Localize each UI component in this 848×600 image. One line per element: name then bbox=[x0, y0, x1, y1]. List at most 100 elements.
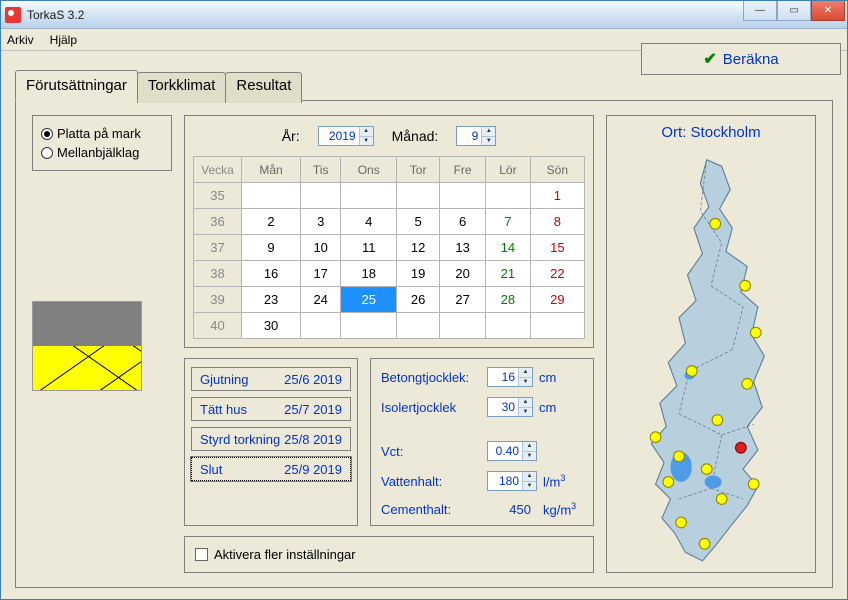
radio-mellan-dot bbox=[41, 147, 53, 159]
calendar-day[interactable]: 11 bbox=[341, 235, 397, 261]
calendar-day[interactable]: 26 bbox=[397, 287, 440, 313]
cal-header: Ons bbox=[341, 157, 397, 183]
city-marker[interactable] bbox=[740, 280, 751, 291]
diagram-insulation bbox=[33, 346, 141, 390]
calendar-day[interactable]: 21 bbox=[486, 261, 531, 287]
month-spinner[interactable]: ▲▼ bbox=[456, 126, 496, 146]
city-marker[interactable] bbox=[674, 451, 685, 462]
content-area: ✔ Beräkna Förutsättningar Torkklimat Res… bbox=[1, 51, 847, 599]
calendar-day[interactable]: 4 bbox=[341, 209, 397, 235]
radio-platta[interactable]: Platta på mark bbox=[41, 126, 163, 141]
calendar-day[interactable]: 24 bbox=[301, 287, 341, 313]
phase-date-button[interactable]: Gjutning25/6 2019 bbox=[191, 367, 351, 391]
cal-header: Fre bbox=[440, 157, 486, 183]
calendar-day[interactable]: 28 bbox=[486, 287, 531, 313]
year-input[interactable] bbox=[319, 127, 359, 145]
calendar-day[interactable]: 20 bbox=[440, 261, 486, 287]
phase-date-button[interactable]: Styrd torkning25/8 2019 bbox=[191, 427, 351, 451]
vatten-spinner[interactable]: ▲▼ bbox=[487, 471, 537, 491]
city-marker[interactable] bbox=[750, 327, 761, 338]
city-marker[interactable] bbox=[710, 218, 721, 229]
calendar-day[interactable]: 6 bbox=[440, 209, 486, 235]
month-label: Månad: bbox=[392, 128, 439, 144]
vct-input[interactable] bbox=[488, 442, 522, 460]
minimize-button[interactable]: — bbox=[743, 1, 777, 21]
menu-hjalp[interactable]: Hjälp bbox=[50, 33, 77, 47]
tab-forutsattningar[interactable]: Förutsättningar bbox=[15, 70, 138, 101]
calendar-day[interactable]: 15 bbox=[530, 235, 584, 261]
city-marker[interactable] bbox=[701, 464, 712, 475]
activate-group: Aktivera fler inställningar bbox=[184, 536, 594, 573]
tab-resultat[interactable]: Resultat bbox=[225, 72, 302, 103]
radio-mellan[interactable]: Mellanbjälklag bbox=[41, 145, 163, 160]
calendar-day[interactable]: 23 bbox=[242, 287, 301, 313]
maximize-button[interactable]: ▭ bbox=[777, 1, 811, 21]
cement-unit: kg/m3 bbox=[543, 501, 583, 517]
week-number: 40 bbox=[194, 313, 242, 339]
menu-arkiv[interactable]: Arkiv bbox=[7, 33, 34, 47]
city-marker[interactable] bbox=[699, 538, 710, 549]
city-marker[interactable] bbox=[748, 479, 759, 490]
phase-date-button[interactable]: Slut25/9 2019 bbox=[191, 457, 351, 481]
tab-panel: Platta på mark Mellanbjälklag bbox=[15, 100, 833, 588]
city-selected[interactable] bbox=[736, 442, 747, 453]
calendar-day[interactable]: 3 bbox=[301, 209, 341, 235]
city-marker[interactable] bbox=[716, 494, 727, 505]
prop-vct: Vct: ▲▼ bbox=[381, 441, 583, 461]
window-buttons: — ▭ ✕ bbox=[743, 1, 845, 21]
calendar-day bbox=[301, 313, 341, 339]
calendar-day[interactable]: 16 bbox=[242, 261, 301, 287]
calendar-day[interactable]: 17 bbox=[301, 261, 341, 287]
month-input[interactable] bbox=[457, 127, 481, 145]
betong-spinner[interactable]: ▲▼ bbox=[487, 367, 533, 387]
phase-value: 25/7 2019 bbox=[284, 402, 342, 417]
city-marker[interactable] bbox=[663, 477, 674, 488]
vatten-input[interactable] bbox=[488, 472, 522, 490]
city-marker[interactable] bbox=[650, 432, 661, 443]
city-marker[interactable] bbox=[676, 517, 687, 528]
calendar-day[interactable]: 12 bbox=[397, 235, 440, 261]
calendar-day[interactable]: 18 bbox=[341, 261, 397, 287]
sweden-map[interactable] bbox=[615, 147, 807, 584]
calendar-day[interactable]: 7 bbox=[486, 209, 531, 235]
year-spinner[interactable]: ▲▼ bbox=[318, 126, 374, 146]
vct-spinner[interactable]: ▲▼ bbox=[487, 441, 537, 461]
betong-input[interactable] bbox=[488, 368, 518, 386]
calendar-day[interactable]: 22 bbox=[530, 261, 584, 287]
phase-dates-group: Gjutning25/6 2019 Tätt hus25/7 2019 Styrd … bbox=[184, 358, 358, 526]
calendar-day[interactable]: 1 bbox=[530, 183, 584, 209]
year-up-icon[interactable]: ▲ bbox=[360, 127, 373, 137]
isoler-spinner[interactable]: ▲▼ bbox=[487, 397, 533, 417]
week-number: 35 bbox=[194, 183, 242, 209]
city-marker[interactable] bbox=[712, 415, 723, 426]
isoler-input[interactable] bbox=[488, 398, 518, 416]
city-marker[interactable] bbox=[742, 378, 753, 389]
tab-torkklimat[interactable]: Torkklimat bbox=[137, 72, 227, 103]
year-down-icon[interactable]: ▼ bbox=[360, 137, 373, 146]
calendar-day[interactable]: 8 bbox=[530, 209, 584, 235]
close-button[interactable]: ✕ bbox=[811, 1, 845, 21]
tab-strip: Förutsättningar Torkklimat Resultat bbox=[15, 69, 833, 100]
cal-header: Tor bbox=[397, 157, 440, 183]
cement-value: 450 bbox=[487, 502, 537, 517]
calendar-day bbox=[341, 313, 397, 339]
month-up-icon[interactable]: ▲ bbox=[482, 127, 495, 137]
phase-date-button[interactable]: Tätt hus25/7 2019 bbox=[191, 397, 351, 421]
calendar-day[interactable]: 29 bbox=[530, 287, 584, 313]
calendar-day[interactable]: 10 bbox=[301, 235, 341, 261]
calendar-day[interactable]: 9 bbox=[242, 235, 301, 261]
calendar-day[interactable]: 25 bbox=[341, 287, 397, 313]
calendar-day[interactable]: 5 bbox=[397, 209, 440, 235]
sweden-outline bbox=[651, 160, 764, 561]
activate-checkbox[interactable] bbox=[195, 548, 208, 561]
calendar-day[interactable]: 14 bbox=[486, 235, 531, 261]
calendar-day[interactable]: 2 bbox=[242, 209, 301, 235]
calendar-day[interactable]: 30 bbox=[242, 313, 301, 339]
calendar-day[interactable]: 19 bbox=[397, 261, 440, 287]
cement-label: Cementhalt: bbox=[381, 502, 481, 517]
cal-header: Mån bbox=[242, 157, 301, 183]
calendar-day[interactable]: 13 bbox=[440, 235, 486, 261]
month-down-icon[interactable]: ▼ bbox=[482, 137, 495, 146]
calendar-day[interactable]: 27 bbox=[440, 287, 486, 313]
city-marker[interactable] bbox=[686, 366, 697, 377]
